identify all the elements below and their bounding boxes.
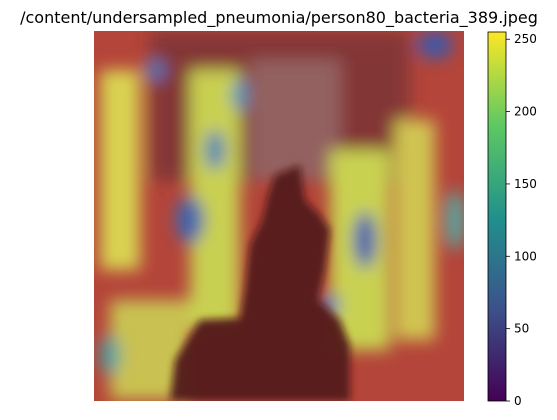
colorbar-tick-label: 50 <box>514 322 529 336</box>
colorbar: 0 50 100 150 200 250 <box>487 31 537 408</box>
colorbar-tick-label: 250 <box>514 32 537 46</box>
colorbar-tick-label: 0 <box>514 394 522 408</box>
colorbar-ticks: 0 50 100 150 200 250 <box>506 32 537 408</box>
colorbar-gradient <box>487 31 507 402</box>
colorbar-tick-label: 100 <box>514 249 537 263</box>
heatmap-image <box>94 31 464 401</box>
colorbar-tick-label: 200 <box>514 105 537 119</box>
colorbar-tick-label: 150 <box>514 177 537 191</box>
figure-title: /content/undersampled_pneumonia/person80… <box>20 8 538 28</box>
